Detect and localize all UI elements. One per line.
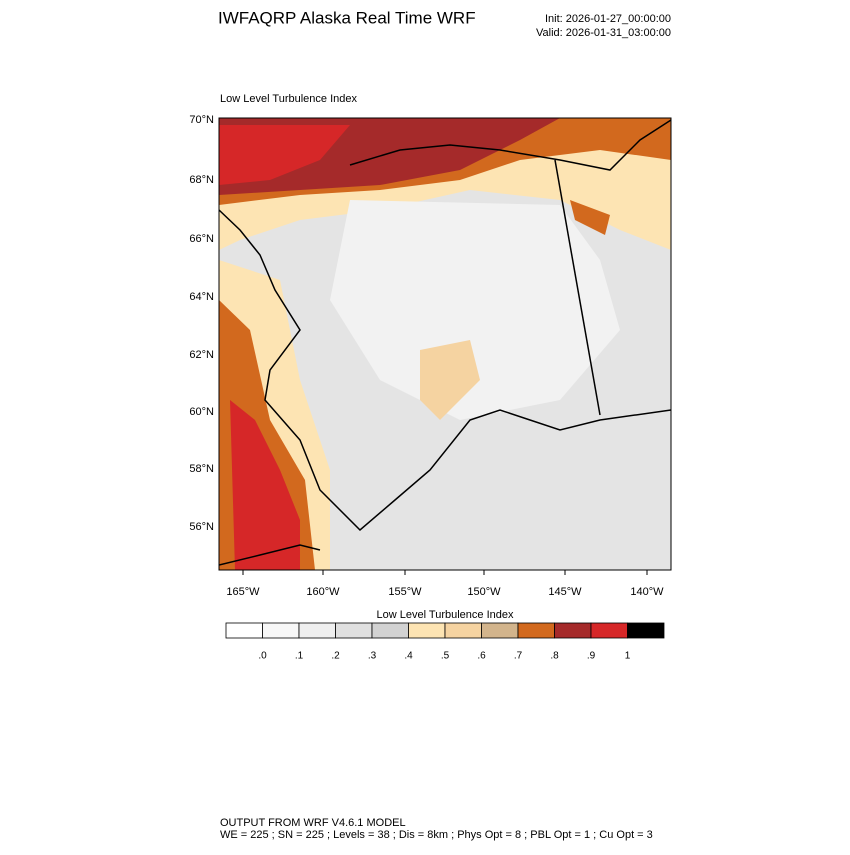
footer-line-1: OUTPUT FROM WRF V4.6.1 MODEL	[220, 817, 406, 829]
colorbar-label: .2	[331, 651, 340, 662]
lon-label: 160°W	[306, 586, 340, 598]
lat-label: 68°N	[189, 174, 214, 186]
colorbar-box	[517, 622, 555, 639]
colorbar-label: .6	[477, 651, 486, 662]
lat-label: 58°N	[189, 463, 214, 475]
colorbar-box	[554, 622, 592, 639]
page-title: IWFAQRP Alaska Real Time WRF	[218, 8, 476, 27]
colorbar-label: .4	[404, 651, 413, 662]
lat-label: 70°N	[189, 114, 214, 126]
colorbar-box	[298, 622, 336, 639]
map-title: Low Level Turbulence Index	[220, 93, 357, 105]
lat-label: 60°N	[189, 406, 214, 418]
colorbar-label: .9	[587, 651, 596, 662]
valid-time: Valid: 2026-01-31_03:00:00	[536, 27, 671, 39]
colorbar-label: .0	[258, 651, 267, 662]
map-field	[219, 118, 671, 570]
colorbar-label: 1	[625, 651, 631, 662]
lon-label: 165°W	[226, 586, 260, 598]
colorbar-label: .5	[441, 651, 450, 662]
colorbar-box	[590, 622, 628, 639]
lat-label: 56°N	[189, 521, 214, 533]
lat-label: 66°N	[189, 233, 214, 245]
colorbar-box	[627, 622, 665, 639]
lon-label: 140°W	[630, 586, 664, 598]
colorbar-box	[225, 622, 263, 639]
colorbar-label: .7	[514, 651, 523, 662]
lon-label: 155°W	[388, 586, 422, 598]
lon-label: 145°W	[548, 586, 582, 598]
init-time: Init: 2026-01-27_00:00:00	[545, 13, 671, 25]
colorbar-box	[371, 622, 409, 639]
colorbar-box	[408, 622, 446, 639]
colorbar-box	[262, 622, 300, 639]
colorbar-label: .3	[368, 651, 377, 662]
footer-line-2: WE = 225 ; SN = 225 ; Levels = 38 ; Dis …	[220, 829, 653, 841]
colorbar-box	[335, 622, 373, 639]
lat-label: 64°N	[189, 291, 214, 303]
lon-label: 150°W	[467, 586, 501, 598]
lat-label: 62°N	[189, 349, 214, 361]
colorbar-label: .8	[550, 651, 559, 662]
map-frame	[218, 117, 672, 571]
colorbar-label: .1	[295, 651, 304, 662]
colorbar-box	[481, 622, 519, 639]
colorbar-box	[444, 622, 482, 639]
colorbar-title: Low Level Turbulence Index	[377, 609, 514, 621]
